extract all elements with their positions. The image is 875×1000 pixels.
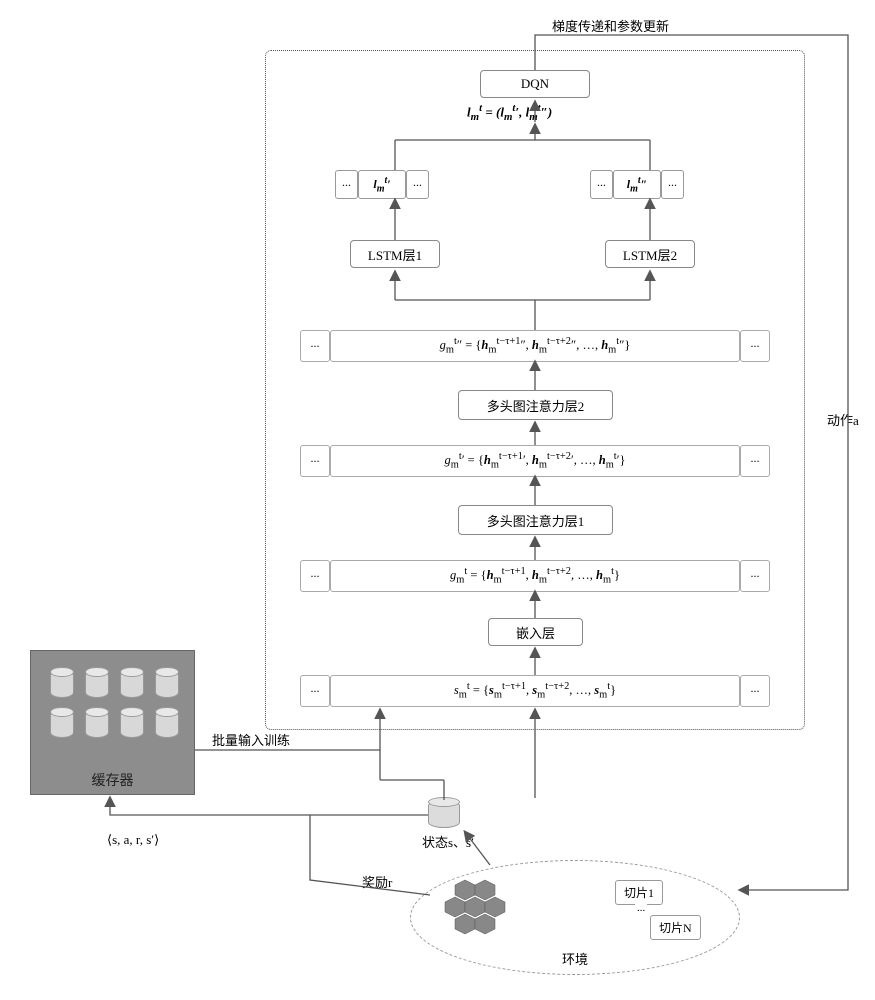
gat2-out-row: ... gmt″ = {hmt−τ+1″, hmt−τ+2″, …, hmt″}… — [300, 330, 770, 362]
diagram-canvas: 梯度传递和参数更新 DQN lmt = (lmt′, lmt″) ... lmt… — [10, 10, 865, 990]
gat1-text: 多头图注意力层1 — [487, 511, 585, 530]
l-right-triplet: ... lmt″ ... — [590, 170, 684, 199]
buffer-cyl-1 — [50, 670, 74, 698]
row-dots-l: ... — [300, 330, 330, 362]
buffer-cyl-2 — [85, 670, 109, 698]
gradient-label: 梯度传递和参数更新 — [550, 16, 671, 35]
buffer-cyl-4 — [155, 670, 179, 698]
buffer-cyl-3 — [120, 670, 144, 698]
action-label: 动作a — [825, 410, 861, 429]
dqn-text: DQN — [521, 76, 549, 92]
embed-out-row: ... gmt = {hmt−τ+1, hmt−τ+2, …, hmt} ... — [300, 560, 770, 592]
gat1-out-row: ... gmt′ = {hmt−τ+1′, hmt−τ+2′, …, hmt′}… — [300, 445, 770, 477]
gat2-text: 多头图注意力层2 — [487, 396, 585, 415]
lstm2-box: LSTM层2 — [605, 240, 695, 268]
dots-l: ... — [335, 170, 358, 199]
state-cylinder — [428, 800, 460, 828]
row-dots-l2: ... — [300, 445, 330, 477]
buffer-cyl-6 — [85, 710, 109, 738]
reward-label: 奖励r — [360, 872, 394, 891]
gat1-box: 多头图注意力层1 — [458, 505, 613, 535]
row-dots-r4: ... — [740, 675, 770, 707]
basestation-icon — [440, 875, 520, 945]
buffer-cyl-7 — [120, 710, 144, 738]
gat2-out-eq: gmt″ = {hmt−τ+1″, hmt−τ+2″, …, hmt″} — [330, 330, 740, 362]
embed-out-eq: gmt = {hmt−τ+1, hmt−τ+2, …, hmt} — [330, 560, 740, 592]
lstm2-text: LSTM层2 — [623, 245, 677, 264]
row-dots-l4: ... — [300, 675, 330, 707]
gat2-box: 多头图注意力层2 — [458, 390, 613, 420]
dots-l2: ... — [590, 170, 613, 199]
l-right: lmt″ — [613, 170, 661, 199]
embed-text: 嵌入层 — [516, 623, 555, 642]
l-left: lmt′ — [358, 170, 406, 199]
dqn-box: DQN — [480, 70, 590, 98]
tuple-label: ⟨s, a, r, s′⟩ — [105, 832, 161, 848]
buffer-cyl-8 — [155, 710, 179, 738]
input-row: ... smt = {smt−τ+1, smt−τ+2, …, smt} ... — [300, 675, 770, 707]
row-dots-l3: ... — [300, 560, 330, 592]
l-left-triplet: ... lmt′ ... — [335, 170, 429, 199]
state-label: 状态s、s′ — [420, 832, 476, 851]
row-dots-r: ... — [740, 330, 770, 362]
gat1-out-eq: gmt′ = {hmt−τ+1′, hmt−τ+2′, …, hmt′} — [330, 445, 740, 477]
batch-train-label: 批量输入训练 — [210, 730, 292, 749]
embed-box: 嵌入层 — [488, 618, 583, 646]
slice-dots: ... — [635, 902, 647, 914]
dots-r2: ... — [661, 170, 684, 199]
input-eq: smt = {smt−τ+1, smt−τ+2, …, smt} — [330, 675, 740, 707]
row-dots-r2: ... — [740, 445, 770, 477]
dots-r: ... — [406, 170, 429, 199]
buffer-label: 缓存器 — [92, 770, 134, 790]
lstm1-text: LSTM层1 — [368, 245, 422, 264]
row-dots-r3: ... — [740, 560, 770, 592]
sliceN-box: 切片N — [650, 915, 701, 940]
env-label: 环境 — [562, 949, 588, 968]
lstm1-box: LSTM层1 — [350, 240, 440, 268]
buffer-cyl-5 — [50, 710, 74, 738]
concat-eq: lmt = (lmt′, lmt″) — [465, 102, 554, 123]
